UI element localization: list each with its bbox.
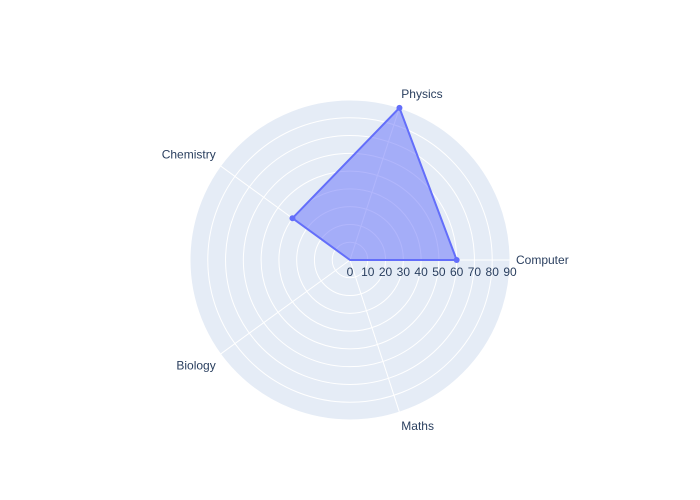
- data-point-physics: [396, 104, 403, 111]
- radial-tick-label: 10: [361, 265, 375, 279]
- axis-label-biology: Biology: [176, 359, 215, 373]
- radial-tick-label: 60: [450, 265, 464, 279]
- radial-tick-label: 20: [379, 265, 393, 279]
- data-point-computer: [453, 257, 460, 263]
- axis-label-computer: Computer: [516, 253, 569, 267]
- angular-gridline: [220, 259, 351, 355]
- radial-tick-label: 90: [503, 265, 517, 279]
- radial-tick-label: 30: [397, 265, 411, 279]
- radial-tick-labels: 0 10 20 30 40 50 60 70 80 90: [347, 265, 517, 279]
- radial-tick-label: 80: [486, 265, 500, 279]
- data-point-chemistry: [289, 215, 296, 222]
- radial-tick-label: 50: [432, 265, 446, 279]
- radial-tick-label: 0: [347, 265, 354, 279]
- angular-axis-labels: Computer Physics Chemistry Biology Maths: [162, 87, 569, 433]
- radial-tick-label: 70: [468, 265, 482, 279]
- series-points: [289, 104, 460, 263]
- axis-label-chemistry: Chemistry: [162, 147, 216, 161]
- axis-label-maths: Maths: [401, 419, 434, 433]
- radial-tick-label: 40: [414, 265, 428, 279]
- axis-label-physics: Physics: [401, 87, 442, 101]
- angular-gridline: [349, 259, 400, 413]
